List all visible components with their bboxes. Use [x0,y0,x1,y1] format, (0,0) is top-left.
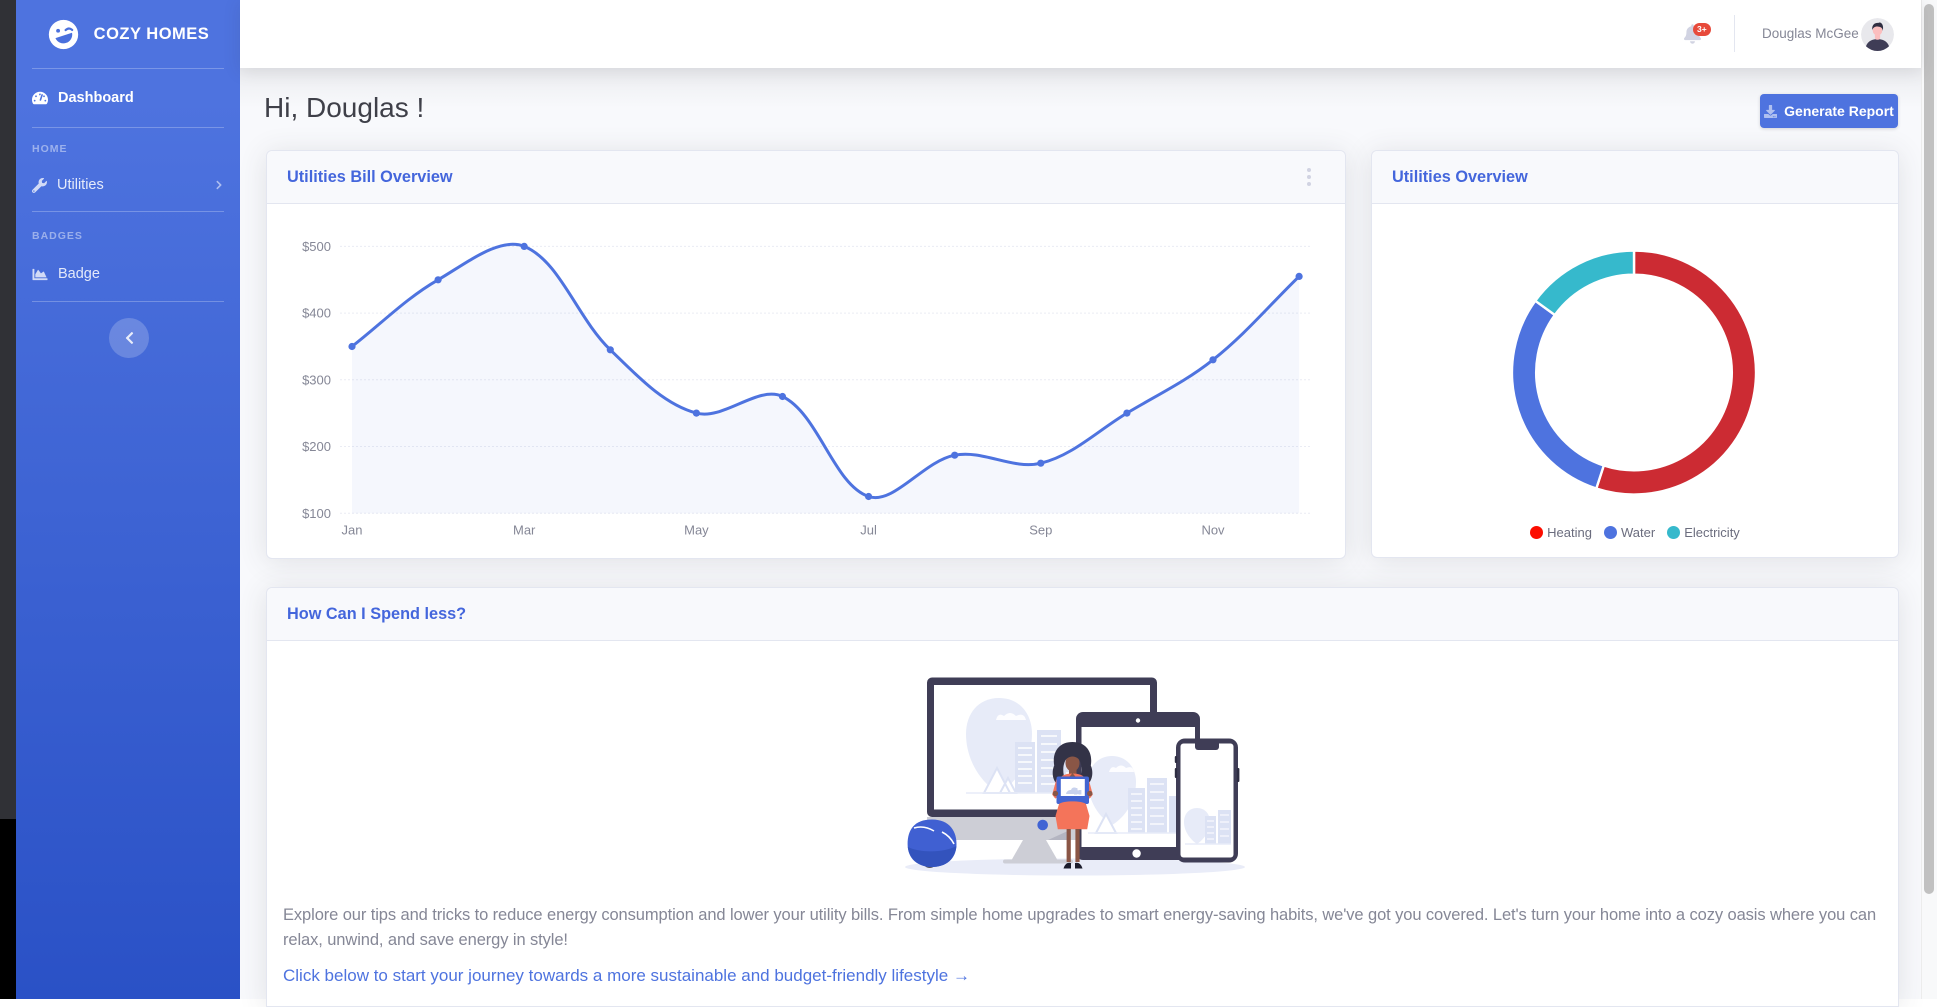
svg-text:$300: $300 [302,372,331,387]
svg-text:$200: $200 [302,439,331,454]
svg-text:$500: $500 [302,239,331,254]
svg-text:Sep: Sep [1029,523,1052,538]
svg-text:Jan: Jan [342,523,363,538]
svg-text:Mar: Mar [513,523,536,538]
svg-text:Jul: Jul [860,523,877,538]
svg-text:May: May [684,523,709,538]
svg-text:$400: $400 [302,306,331,321]
svg-text:$100: $100 [302,506,331,521]
svg-text:Nov: Nov [1201,523,1225,538]
